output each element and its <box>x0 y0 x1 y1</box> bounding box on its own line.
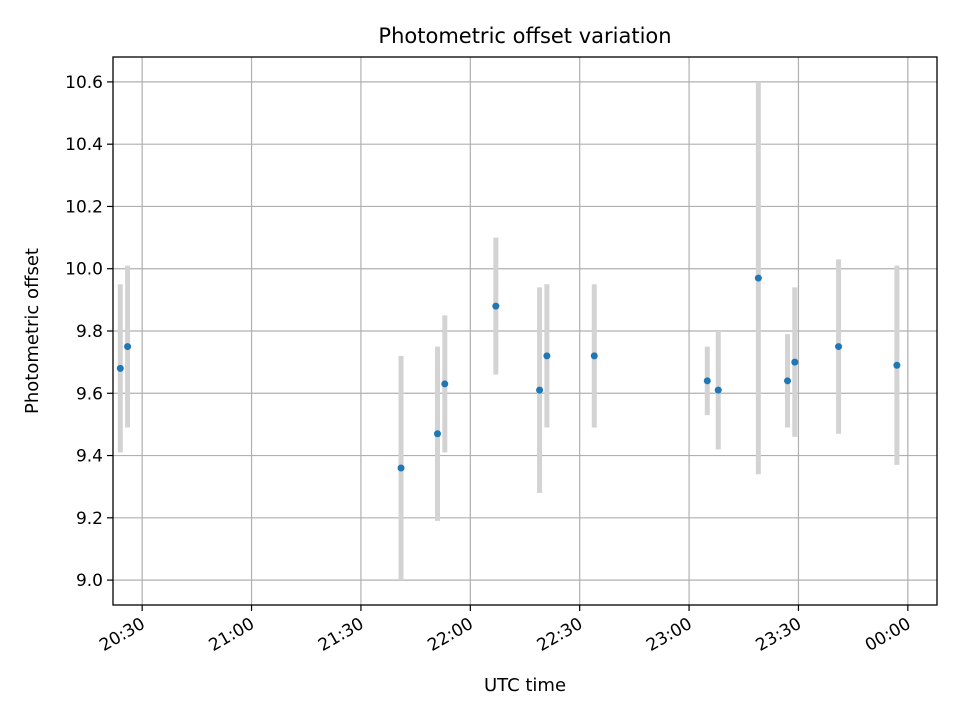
y-tick-label: 10.4 <box>65 135 103 155</box>
data-point <box>714 386 722 394</box>
y-tick-label: 9.8 <box>76 322 103 342</box>
data-points <box>116 274 901 472</box>
y-tick-label: 9.0 <box>76 571 103 591</box>
x-tick-label: 21:00 <box>206 614 258 656</box>
data-point <box>784 377 792 385</box>
data-point <box>703 377 711 385</box>
x-tick-label: 21:30 <box>315 614 367 656</box>
data-point <box>543 352 551 360</box>
data-point <box>433 430 441 438</box>
data-point <box>124 343 132 351</box>
data-point <box>397 464 405 472</box>
x-tick-label: 20:30 <box>96 614 148 656</box>
data-point <box>754 274 762 282</box>
data-point <box>893 361 901 369</box>
x-tick-label: 22:30 <box>534 614 586 656</box>
x-tick-label: 23:00 <box>643 614 695 656</box>
data-point <box>536 386 544 394</box>
y-tick-label: 10.6 <box>65 73 103 93</box>
data-point <box>835 343 843 351</box>
data-point <box>492 302 500 310</box>
grid <box>113 57 937 605</box>
x-axis-label: UTC time <box>484 675 566 696</box>
x-tick-label: 22:00 <box>424 614 476 656</box>
y-tick-label: 9.2 <box>76 509 103 529</box>
y-tick-label: 10.0 <box>65 260 103 280</box>
data-point <box>590 352 598 360</box>
chart-title: Photometric offset variation <box>378 24 671 48</box>
y-axis-label: Photometric offset <box>22 248 43 414</box>
data-point <box>791 358 799 366</box>
x-axis-ticks: 20:30 21:00 21:30 22:00 22:30 23:00 23:30 00:00 <box>96 605 914 656</box>
x-tick-label: 23:30 <box>753 614 805 656</box>
data-point <box>441 380 449 388</box>
y-tick-label: 10.2 <box>65 197 103 217</box>
y-tick-label: 9.4 <box>76 447 103 467</box>
y-tick-label: 9.6 <box>76 384 103 404</box>
x-tick-label: 00:00 <box>862 614 914 656</box>
data-point <box>116 364 124 372</box>
y-axis-ticks: 9.0 9.2 9.4 9.6 9.8 10.0 10.2 10.4 10.6 <box>65 73 113 591</box>
